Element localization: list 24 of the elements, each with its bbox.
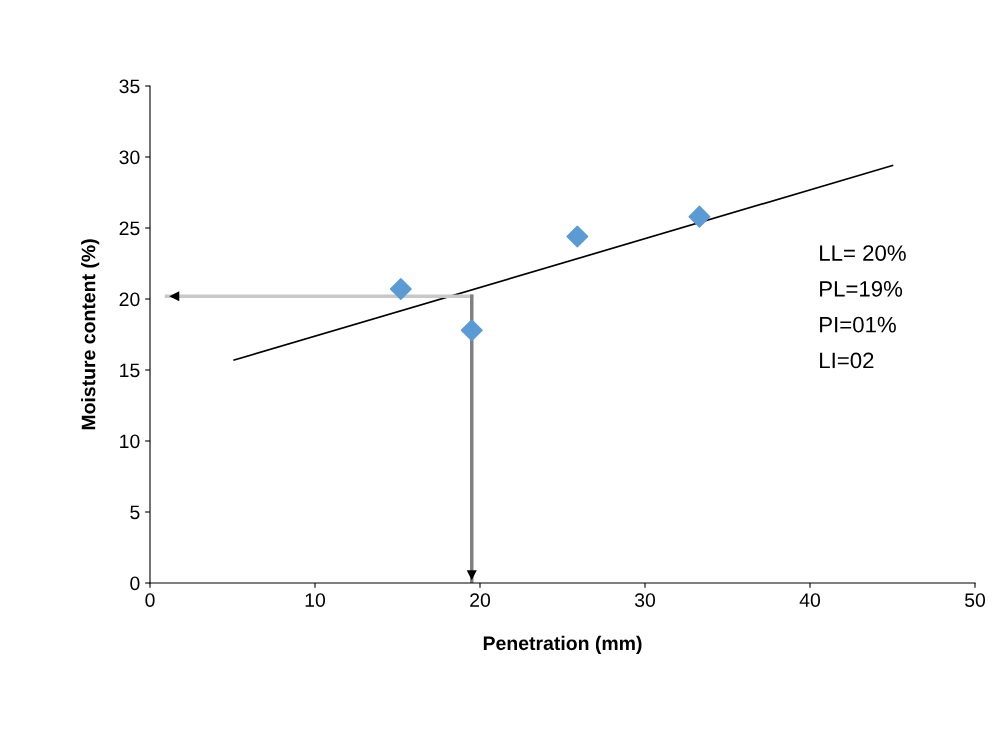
y-tick-label: 10	[120, 434, 140, 449]
annotation: PI=01%	[820, 316, 896, 333]
point	[566, 225, 589, 248]
y-tick-label: 35	[119, 79, 140, 94]
x-axis-title: Penetration (mm)	[483, 635, 642, 654]
annotation: LI=02	[820, 352, 874, 369]
x-tick-label: 50	[964, 593, 986, 607]
x-tick-label: 40	[799, 593, 821, 607]
y-tick-label: 30	[119, 150, 140, 165]
x-tick-label: 0	[145, 593, 155, 607]
y-tick-label: 5	[130, 505, 140, 520]
y-tick-label: 15	[120, 363, 140, 378]
x-tick-label: 10	[305, 593, 326, 607]
point	[460, 319, 483, 342]
point	[688, 205, 711, 228]
y-axis-title: Moisture content (%)	[81, 239, 100, 430]
annotation: LL= 20%	[820, 245, 906, 261]
annotation: PL=19%	[820, 280, 903, 297]
x-tick-label: 20	[470, 593, 491, 607]
y-tick-label: 25	[119, 221, 140, 236]
point	[389, 278, 412, 301]
y-tick-label: 20	[119, 292, 140, 307]
x-tick-label: 30	[634, 593, 656, 607]
y-tick-label: 0	[130, 576, 140, 591]
